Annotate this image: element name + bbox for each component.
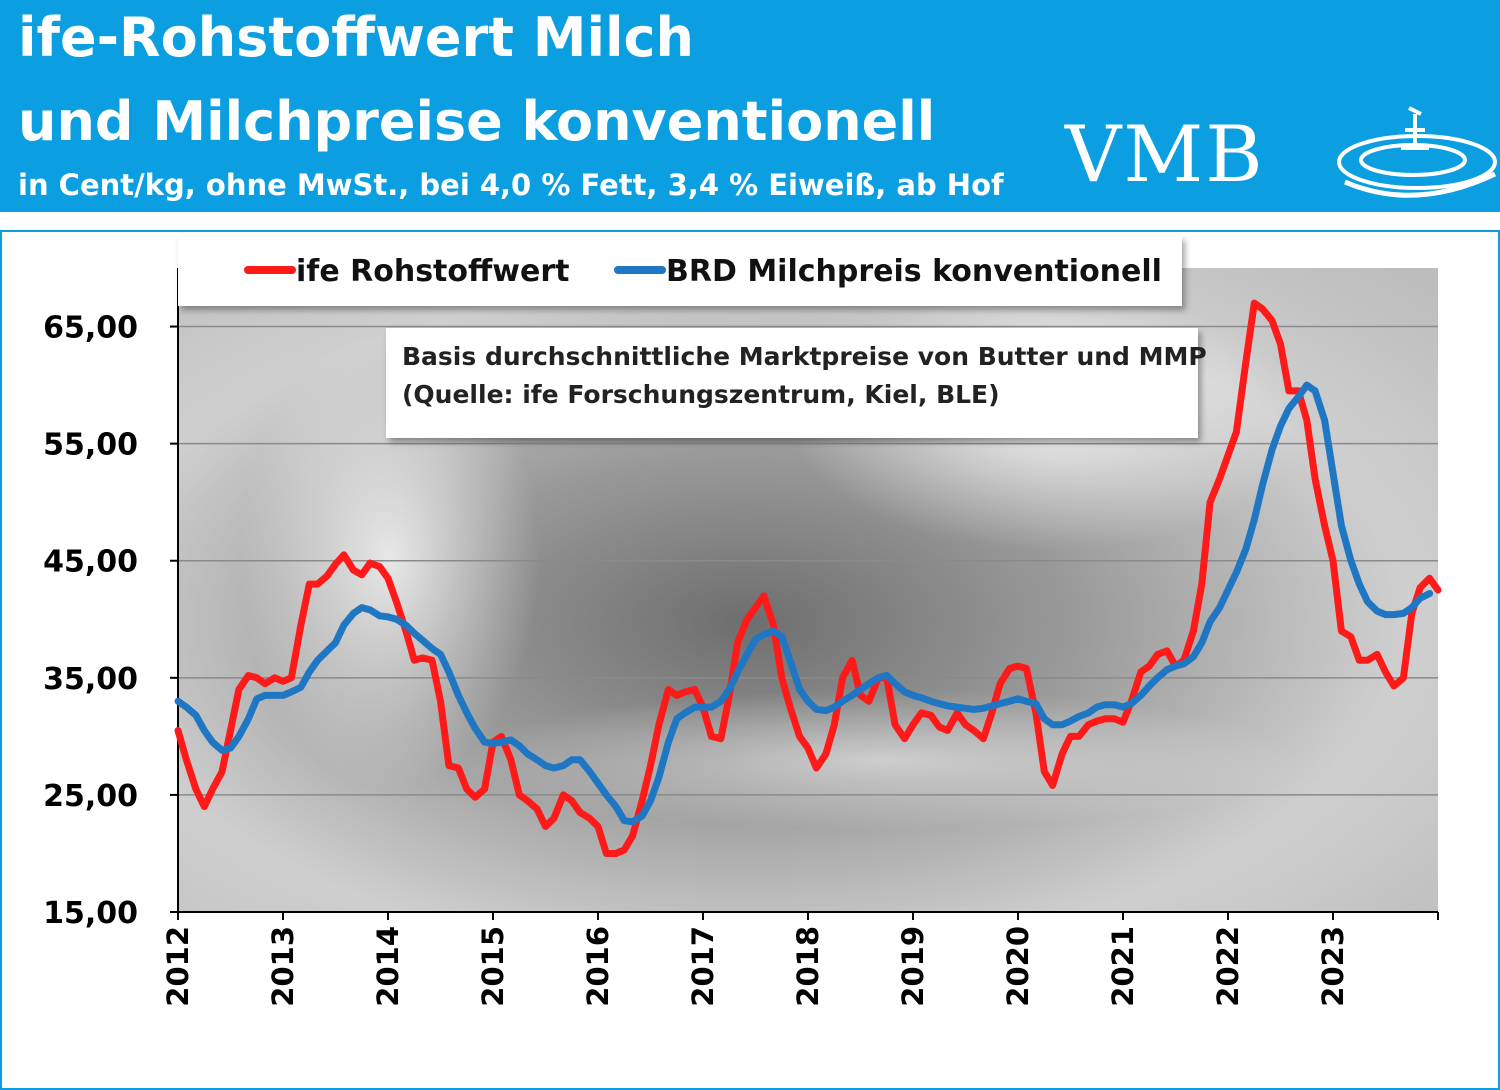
- x-tick-label: 2018: [791, 926, 825, 1007]
- x-tick-label: 2021: [1106, 926, 1140, 1007]
- x-tick-label: 2017: [686, 926, 720, 1007]
- legend-swatch-blue: [614, 266, 666, 274]
- y-tick-label: 35,00: [43, 662, 138, 697]
- y-tick-label: 15,00: [43, 896, 138, 931]
- legend-label-ife: ife Rohstoffwert: [296, 254, 570, 289]
- x-tick-label: 2015: [476, 926, 510, 1007]
- x-tick-label: 2020: [1001, 926, 1035, 1007]
- x-tick-label: 2014: [371, 926, 405, 1007]
- x-tick-label: 2012: [161, 926, 195, 1007]
- source-note: Basis durchschnittliche Marktpreise von …: [386, 328, 1207, 438]
- x-tick-label: 2022: [1211, 926, 1245, 1007]
- x-tick-label: 2019: [896, 926, 930, 1007]
- y-tick-label: 25,00: [43, 779, 138, 814]
- background-glow-3: [460, 690, 1300, 830]
- vmb-logo: VMB: [1065, 100, 1500, 212]
- page-title: ife-Rohstoffwert Milch: [18, 6, 694, 69]
- series-line-brd-milchpreis: [174, 381, 1434, 826]
- x-tick-label: 2016: [581, 926, 615, 1007]
- vmb-swirl-icon: [1337, 106, 1497, 198]
- legend-label-brd: BRD Milchpreis konventionell: [666, 254, 1162, 289]
- x-axis-labels: 2012 2013 2014 2015 2016 2017 2018 2019 2020 2021…: [161, 926, 1350, 1007]
- header-banner: ife-Rohstoffwert Milch und Milchpreise k…: [0, 0, 1500, 212]
- series-line-ife-rohstoffwert: [174, 299, 1442, 857]
- x-tick-label: 2023: [1316, 926, 1350, 1007]
- grid-lines: [178, 325, 1438, 796]
- legend-swatch-red: [244, 266, 296, 274]
- x-tick-label: 2013: [266, 926, 300, 1007]
- page-subtitle: in Cent/kg, ohne MwSt., bei 4,0 % Fett, …: [18, 168, 1004, 202]
- y-axis-labels: 15,00 25,00 35,00 45,00 55,00 65,00: [43, 311, 138, 931]
- legend: ife Rohstoffwert BRD Milchpreis konventi…: [178, 236, 1182, 306]
- y-tick-label: 45,00: [43, 545, 138, 580]
- logo-text: VMB: [1065, 110, 1265, 200]
- note-line-2: (Quelle: ife Forschungszentrum, Kiel, BL…: [402, 380, 1000, 409]
- axes: [170, 268, 1439, 920]
- y-tick-label: 55,00: [43, 428, 138, 463]
- y-tick-label: 65,00: [43, 311, 138, 346]
- note-line-1: Basis durchschnittliche Marktpreise von …: [402, 342, 1207, 371]
- series-lines: [174, 299, 1442, 857]
- page-title-line2: und Milchpreise konventionell: [18, 90, 936, 153]
